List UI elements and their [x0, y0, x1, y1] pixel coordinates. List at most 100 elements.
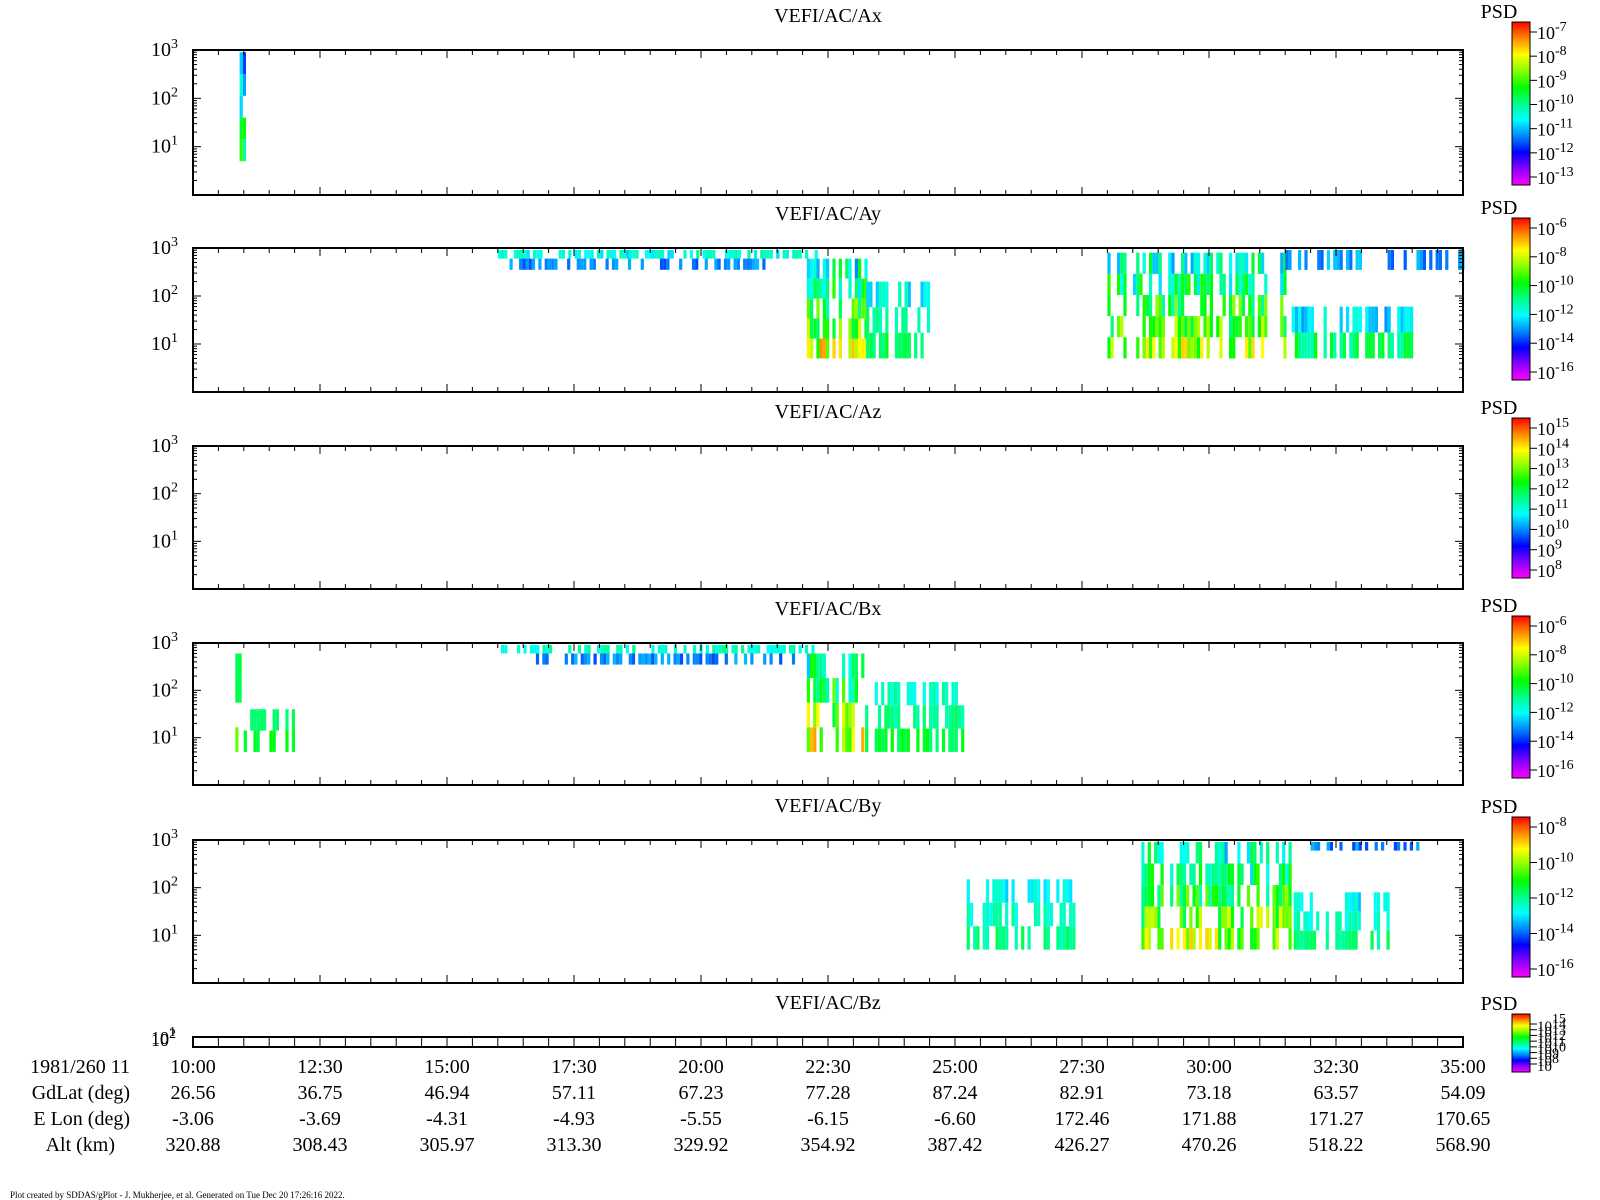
spectrogram-cell	[822, 278, 826, 299]
spectrogram-cell	[851, 338, 855, 359]
spectrogram-cell	[1218, 842, 1222, 864]
spectrogram-cell	[1181, 316, 1185, 338]
spectrogram-cell	[1141, 906, 1145, 929]
spectrogram-cell	[878, 332, 883, 359]
spectrogram-cell	[1182, 906, 1187, 929]
spectrogram-cell	[1296, 930, 1301, 950]
spectrogram-cell	[1193, 252, 1197, 274]
spectrogram-cell	[612, 653, 616, 665]
spectrogram-cell	[1222, 273, 1226, 295]
spectrogram-cell	[1406, 332, 1410, 359]
spectrogram-cell	[1186, 842, 1190, 864]
spectrogram-cell	[1011, 879, 1015, 903]
spectrogram-cell	[1261, 316, 1265, 338]
spectrogram-band	[235, 653, 242, 752]
plot-frame	[192, 445, 1464, 590]
spectrogram-cell	[816, 702, 820, 728]
spectrogram-cell	[848, 278, 852, 299]
spectrogram-cell	[954, 705, 958, 729]
spectrogram-cell	[1348, 911, 1352, 931]
spectrogram-cell	[1014, 902, 1018, 927]
spectrogram-cell	[235, 727, 239, 752]
colorbar-tick-label: 10-6	[1537, 216, 1567, 239]
spectrogram-cell	[545, 653, 549, 665]
spectrogram-cell	[1221, 885, 1225, 907]
spectrogram-cell	[835, 727, 839, 752]
spectrogram-cell	[900, 728, 904, 752]
spectrogram-cell	[1232, 295, 1236, 317]
colorbar-title: PSD	[1481, 993, 1518, 1015]
alt-value: 387.42	[928, 1134, 983, 1156]
alt-value: 518.22	[1309, 1134, 1364, 1156]
spectrogram-cell	[1338, 911, 1342, 931]
y-tick-label: 101	[151, 134, 178, 158]
x-tick-label: 10:00	[170, 1056, 216, 1078]
alt-value: 305.97	[420, 1134, 475, 1156]
spectrogram-cell	[1304, 250, 1308, 270]
spectrogram-cell	[865, 728, 869, 752]
spectrogram-cell	[1147, 863, 1151, 885]
panel-1: VEFI/AC/Ax 103 102 101	[151, 5, 1464, 196]
spectrogram-cell	[1336, 250, 1340, 270]
spectrogram-cell	[1184, 273, 1188, 295]
spectrogram-cell	[906, 728, 910, 752]
spectrogram-cell	[935, 705, 939, 729]
spectrogram-cell	[916, 728, 920, 752]
spectrogram-cell	[593, 653, 597, 665]
spectrogram-cell	[966, 926, 970, 950]
spectrogram-cell	[854, 258, 858, 279]
spectrogram-band	[497, 250, 818, 259]
spectrogram-cell	[1037, 902, 1041, 927]
spectrogram-cell	[845, 727, 849, 752]
spectrogram-cell	[826, 318, 830, 339]
spectrogram-cell	[789, 645, 793, 654]
spectrogram-cell	[806, 727, 810, 752]
spectrogram-cell	[1261, 337, 1265, 359]
spectrogram-cell	[1157, 842, 1161, 864]
spectrogram-cell	[622, 250, 626, 259]
spectrogram-cell	[920, 281, 924, 308]
panel-title: VEFI/AC/Bx	[775, 598, 882, 620]
spectrogram-cell	[746, 258, 750, 270]
spectrogram-cell	[239, 74, 243, 96]
spectrogram-cell	[762, 258, 766, 270]
spectrogram-cell	[737, 250, 741, 259]
spectrogram-cell	[1300, 930, 1304, 950]
colorbar-title: PSD	[1481, 197, 1518, 219]
spectrogram-cell	[242, 117, 246, 140]
spectrogram-cell	[670, 250, 674, 259]
spectrogram-cell	[1293, 892, 1297, 912]
spectrogram-cell	[1390, 250, 1394, 270]
spectrogram-cell	[1218, 928, 1222, 950]
spectrogram-cell	[1144, 906, 1148, 929]
spectrogram-cell	[641, 653, 645, 665]
gdlat-value: 57.11	[552, 1082, 596, 1104]
spectrogram-cell	[1123, 273, 1127, 295]
spectrogram-cell	[1326, 250, 1330, 270]
spectrogram-cell	[1149, 337, 1153, 359]
spectrogram-cell	[1198, 863, 1203, 885]
spectrogram-cell	[1259, 842, 1263, 864]
spectrogram-cell	[763, 250, 767, 259]
spectrogram-cell	[814, 250, 818, 259]
spectrogram-cell	[1294, 332, 1298, 359]
spectrogram-cell	[848, 727, 852, 752]
spectrogram-cell	[810, 278, 814, 299]
spectrogram-cell	[1187, 316, 1191, 338]
spectrogram-cell	[1065, 879, 1070, 903]
x-tick-label: 32:30	[1313, 1056, 1359, 1078]
spectrogram-cell	[728, 250, 732, 259]
spectrogram-cell	[1338, 930, 1342, 950]
spectrogram-cell	[526, 250, 530, 259]
spectrogram-cell	[816, 653, 820, 679]
spectrogram-cell	[851, 727, 855, 752]
spectrogram-cell	[872, 332, 876, 359]
spectrogram-cell	[898, 332, 902, 359]
spectrogram-cell	[629, 250, 633, 259]
spectrogram-cell	[1266, 906, 1270, 929]
colorbar-tick-label: 10-10	[1537, 93, 1574, 116]
gdlat-value: 46.94	[425, 1082, 470, 1104]
spectrogram-cell	[753, 250, 757, 259]
spectrogram-cell	[1280, 295, 1284, 317]
